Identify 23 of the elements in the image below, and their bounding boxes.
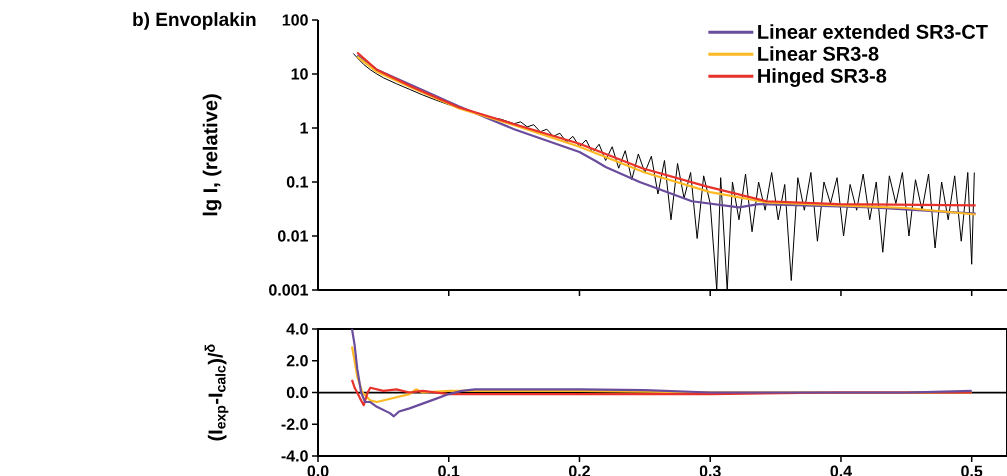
x-tick-label: 0.1 <box>438 465 460 476</box>
y-tick-label: 0.01 <box>277 230 309 242</box>
legend-label: Hinged SR3-8 <box>758 68 887 87</box>
x-tick-label: 0.2 <box>568 465 590 476</box>
y-tick-label: 0.1 <box>286 176 309 188</box>
y-tick-label: -2.0 <box>281 418 308 430</box>
y-tick-label: 0.0 <box>286 386 308 399</box>
x-tick-label: 0.3 <box>699 465 721 476</box>
legend-label: Linear extended SR3-CT <box>758 24 988 39</box>
x-tick-label: 0.5 <box>961 465 983 476</box>
y-tick-label: 0.001 <box>269 284 309 296</box>
y-tick-label: 100 <box>282 14 308 26</box>
y-tick-label: 2.0 <box>286 355 308 367</box>
legend-label: Linear SR3-8 <box>758 46 879 61</box>
y-axis-title: (I$_{exp}$-I$_{calc}$)/$^{δ}$ <box>204 344 229 441</box>
y-tick-label: 4.0 <box>286 323 308 335</box>
x-tick-label: 0.0 <box>307 465 329 476</box>
y-axis-title: lg I, (relative) <box>202 94 222 216</box>
chart-title: b) Envoplakin <box>133 12 256 30</box>
y-tick-label: 1 <box>300 122 309 134</box>
y-tick-label: 10 <box>291 68 308 80</box>
x-tick-label: 0.4 <box>830 465 852 476</box>
y-tick-label: -4.0 <box>281 450 308 462</box>
